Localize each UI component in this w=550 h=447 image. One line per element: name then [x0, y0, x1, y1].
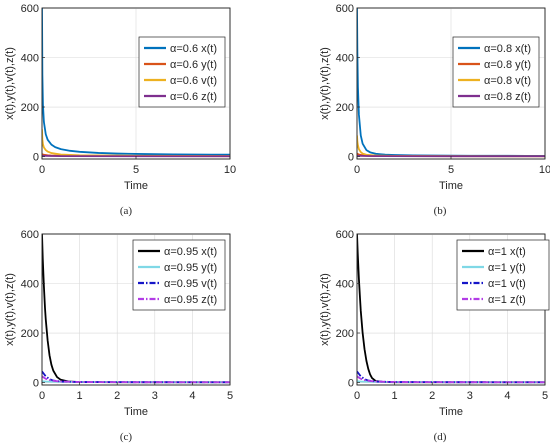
chart-c-series-3-line: [42, 375, 230, 384]
chart-c-xtick-label-0: 0: [39, 390, 45, 402]
chart-d-ytick-label-0: 0: [348, 378, 354, 390]
chart-b-ytick-label-1: 200: [336, 102, 354, 114]
chart-d-caption: (d): [434, 431, 447, 443]
chart-a-ylabel: x(t),y(t),v(t),z(t): [4, 47, 16, 120]
chart-c-xlabel: Time: [124, 406, 148, 418]
chart-d-legend-label-3: α=1 z(t): [488, 294, 526, 306]
chart-b-ytick-label-2: 400: [336, 53, 354, 65]
chart-c-legend-label-2: α=0.95 v(t): [164, 278, 217, 290]
chart-c-ylabel: x(t),y(t),v(t),z(t): [4, 273, 16, 346]
chart-d-legend-label-1: α=1 y(t): [488, 262, 526, 274]
chart-b-series-3-line: [357, 154, 545, 158]
chart-a-legend-label-0: α=0.6 x(t): [170, 43, 217, 55]
chart-c-ytick-label-2: 400: [21, 279, 39, 291]
chart-c-legend-label-0: α=0.95 x(t): [164, 246, 217, 258]
chart-b-legend-label-0: α=0.8 x(t): [484, 43, 531, 55]
chart-b-xtick-label-2: 10: [539, 164, 550, 176]
chart-a-ytick-label-0: 0: [33, 152, 39, 164]
chart-a-series-0-line: [42, 8, 230, 156]
chart-d-ytick-label-3: 600: [336, 229, 354, 241]
chart-b-legend-label-1: α=0.8 y(t): [484, 59, 531, 71]
chart-a-legend-label-1: α=0.6 y(t): [170, 59, 217, 71]
chart-d-xtick-label-4: 4: [504, 390, 510, 402]
chart-c-caption: (c): [120, 431, 133, 443]
chart-c-xtick-label-4: 4: [189, 390, 195, 402]
chart-d-legend-label-0: α=1 x(t): [488, 246, 526, 258]
chart-b-ytick-label-3: 600: [336, 3, 354, 15]
chart-a-series-3-line: [42, 154, 230, 158]
chart-d-xlabel: Time: [439, 406, 463, 418]
chart-a: 0 5 10 0 200 400 600 Time x(t),y(t),v(t),z(t) α=0…: [4, 3, 236, 217]
chart-d-ylabel: x(t),y(t),v(t),z(t): [319, 273, 331, 346]
chart-c-xtick-label-5: 5: [227, 390, 233, 402]
chart-b-xlabel: Time: [439, 180, 463, 192]
chart-b-legend-label-3: α=0.8 z(t): [484, 91, 531, 103]
chart-c-ytick-label-3: 600: [21, 229, 39, 241]
chart-d-legend-label-2: α=1 v(t): [488, 278, 526, 290]
chart-d-xtick-label-5: 5: [542, 390, 548, 402]
chart-b-xtick-label-0: 0: [354, 164, 360, 176]
chart-b-caption: (b): [434, 205, 447, 217]
chart-c: 0 1 2 3 4 5 0 200 400 600 Time x(t),y(t),v(t),z(t) α…: [4, 229, 233, 443]
chart-a-ytick-label-1: 200: [21, 102, 39, 114]
chart-d: 0 1 2 3 4 5 0 200 400 600 Time x(t),y(t),v(t),z(t) α…: [319, 229, 550, 443]
chart-c-xtick-label-2: 2: [114, 390, 120, 402]
chart-d-xtick-label-0: 0: [354, 390, 360, 402]
chart-a-caption: (a): [120, 205, 133, 217]
chart-d-xtick-label-2: 2: [429, 390, 435, 402]
chart-c-frame: [41, 233, 231, 386]
chart-d-series-3-line: [357, 375, 545, 384]
chart-c-ytick-label-1: 200: [21, 328, 39, 340]
chart-d-xtick-label-3: 3: [467, 390, 473, 402]
chart-a-legend-label-3: α=0.6 z(t): [170, 91, 217, 103]
chart-c-legend-label-3: α=0.95 z(t): [164, 294, 217, 306]
chart-c-xtick-label-1: 1: [77, 390, 83, 402]
chart-b-legend-label-2: α=0.8 v(t): [484, 75, 531, 87]
chart-d-ytick-label-1: 200: [336, 328, 354, 340]
chart-a-xlabel: Time: [124, 180, 148, 192]
chart-c-legend-label-1: α=0.95 y(t): [164, 262, 217, 274]
chart-a-ytick-label-3: 600: [21, 3, 39, 15]
chart-a-ytick-label-2: 400: [21, 53, 39, 65]
chart-b-ylabel: x(t),y(t),v(t),z(t): [319, 47, 331, 120]
chart-a-xtick-label-2: 10: [224, 164, 236, 176]
chart-b: 0 5 10 0 200 400 600 Time x(t),y(t),v(t),z(t) α=0…: [319, 3, 550, 217]
chart-c-xtick-label-3: 3: [152, 390, 158, 402]
chart-a-xtick-label-1: 5: [133, 164, 139, 176]
chart-c-ytick-label-0: 0: [33, 378, 39, 390]
chart-d-xtick-label-1: 1: [392, 390, 398, 402]
chart-a-xtick-label-0: 0: [39, 164, 45, 176]
chart-b-ytick-label-0: 0: [348, 152, 354, 164]
chart-d-ytick-label-2: 400: [336, 279, 354, 291]
chart-b-xtick-label-1: 5: [448, 164, 454, 176]
chart-a-legend-label-2: α=0.6 v(t): [170, 75, 217, 87]
